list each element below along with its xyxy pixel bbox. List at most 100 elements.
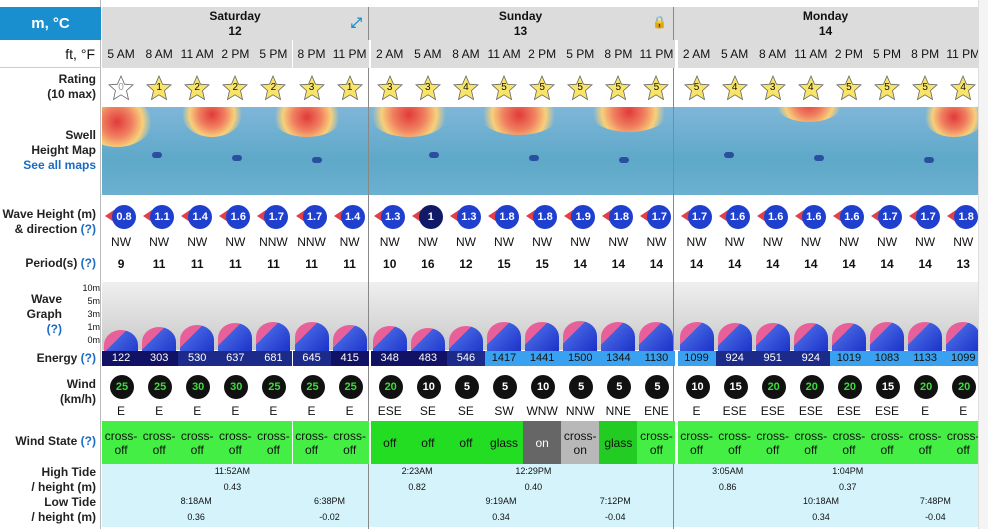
wave-period: 14 (766, 257, 780, 271)
rating-star: 5 (643, 74, 670, 101)
low-tide-time: 7:12PM (599, 496, 631, 506)
energy-value: 645 (292, 351, 331, 366)
rating-star: 3 (759, 74, 786, 101)
swell-map-saturday[interactable] (102, 107, 368, 195)
wave-graph-bar (525, 321, 560, 352)
wind-state: glass (485, 421, 524, 464)
hour-label: 11 AM (485, 40, 524, 68)
wind-direction: E (193, 404, 202, 418)
wind-direction: SE (457, 404, 474, 418)
swell-map-monday[interactable] (674, 107, 978, 195)
wind-state: cross-on (561, 421, 600, 464)
low-tide-time: 6:38PM (314, 496, 346, 506)
wave-direction: NW (608, 235, 629, 249)
day-header-saturday: Saturday 12 ⤢ (102, 7, 368, 40)
wind-direction: WNW (526, 404, 558, 418)
wave-height-value: 1.6 (226, 205, 251, 229)
energy-value: 924 (791, 351, 830, 366)
wave-direction: NW (494, 235, 515, 249)
wave-period: 9 (117, 257, 125, 271)
high-tide-time: 2:23AM (401, 466, 433, 476)
swell-direction-arrow-icon (871, 210, 880, 222)
energy-value: 637 (216, 351, 255, 366)
hour-label: 2 AM (370, 40, 409, 68)
swell-direction-arrow-icon (333, 210, 343, 222)
wind-direction: E (307, 404, 316, 418)
wind-label: Wind (km/h) (60, 377, 96, 406)
rating-value: 5 (501, 82, 507, 93)
wave-height-marker: 1.8 (602, 205, 636, 235)
wave-height-value: 1.7 (647, 205, 672, 229)
rating-value: 3 (386, 82, 393, 93)
wind-direction: ESE (836, 404, 861, 418)
wind-state: cross-off (791, 421, 830, 464)
tide-panel (102, 464, 978, 527)
wave-direction: NW (838, 235, 859, 249)
wave-direction: NW (762, 235, 783, 249)
see-all-maps-link[interactable]: See all maps (23, 158, 96, 172)
wind-direction: E (117, 404, 126, 418)
help-icon[interactable]: (?) (80, 222, 96, 236)
wave-height-marker: 1.3 (373, 205, 408, 235)
wave-height-value: 1.6 (839, 205, 864, 229)
swell-direction-arrow-icon (794, 210, 804, 222)
rating-star: 2 (184, 74, 211, 101)
wave-height-marker: 1.9 (564, 205, 598, 235)
hour-label: 5 PM (561, 40, 600, 68)
day-header-sunday: Sunday 13 🔒 (368, 7, 673, 40)
help-icon[interactable]: (?) (80, 434, 96, 448)
swell-direction-arrow-icon (449, 210, 459, 222)
help-icon[interactable]: (?) (80, 256, 96, 270)
scrollbar[interactable] (978, 0, 988, 529)
swell-direction-arrow-icon (640, 210, 650, 222)
wave-period: 12 (459, 257, 473, 271)
wave-height-marker: 1.7 (295, 205, 330, 235)
wave-direction: NW (953, 235, 974, 249)
rating-value: 4 (463, 82, 469, 93)
wind-direction: E (345, 404, 354, 418)
help-icon[interactable]: (?) (46, 322, 62, 336)
wave-period: 16 (421, 257, 435, 271)
wind-state: cross-off (216, 421, 255, 464)
high-tide-time: 12:29PM (515, 466, 552, 476)
wind-speed-marker: 10 (531, 375, 556, 399)
rating-star: 4 (452, 74, 479, 101)
swell-map-sunday[interactable] (369, 107, 673, 195)
hour-label: 5 AM (408, 40, 447, 68)
rating-star: 0 (108, 74, 134, 101)
rating-value: 2 (232, 82, 239, 93)
wave-graph-scale: 10m 5m 3m 1m 0m (82, 283, 100, 345)
wave-height-value: 1.8 (495, 205, 519, 229)
wave-height-marker: 1.7 (909, 205, 943, 235)
low-tide-height: 0.34 (812, 512, 830, 522)
wave-height-value: 1.6 (725, 205, 750, 229)
high-tide-time: 3:05AM (712, 466, 744, 476)
expand-icon[interactable]: ⤢ (350, 14, 362, 30)
help-icon[interactable]: (?) (80, 351, 96, 365)
hour-label: 8 PM (599, 40, 638, 68)
wind-state: cross-off (140, 421, 179, 464)
metric-units-button[interactable]: m, °C (0, 7, 101, 40)
wave-direction: NW (686, 235, 707, 249)
wave-direction: NW (455, 235, 476, 249)
wave-height-value: 1.6 (763, 205, 788, 229)
wind-state: cross-off (637, 421, 676, 464)
wave-height-marker: 1.4 (333, 205, 368, 235)
low-tide-height: 0.34 (492, 512, 510, 522)
hour-label: 2 AM (677, 40, 716, 68)
wave-graph-bar (332, 324, 367, 355)
energy-value: 1099 (677, 351, 716, 366)
swell-direction-arrow-icon (718, 210, 728, 222)
wave-height-value: 1.9 (571, 205, 596, 229)
wave-period: 14 (842, 257, 856, 271)
rating-value: 1 (156, 82, 162, 93)
lock-icon[interactable]: 🔒 (652, 15, 667, 29)
rating-value: 5 (884, 82, 890, 93)
wave-direction: NW (646, 235, 667, 249)
wave-height-marker: 1.7 (680, 205, 715, 235)
low-tide-height: -0.04 (925, 512, 946, 522)
hour-label: 5 AM (102, 40, 141, 68)
tide-label: High Tide / height (m) Low Tide / height (m… (31, 465, 96, 524)
imperial-units-button[interactable]: ft, °F (0, 40, 101, 68)
rating-label: Rating (10 max) (47, 72, 96, 101)
